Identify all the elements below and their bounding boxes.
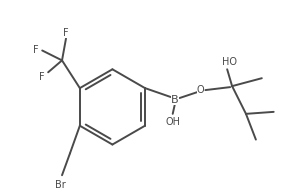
Text: F: F [33,45,39,56]
Text: O: O [196,85,204,95]
Text: F: F [63,28,69,38]
Text: B: B [171,95,178,105]
Text: HO: HO [222,57,237,67]
Text: OH: OH [165,117,180,127]
Text: F: F [39,72,45,82]
Text: Br: Br [55,180,65,190]
